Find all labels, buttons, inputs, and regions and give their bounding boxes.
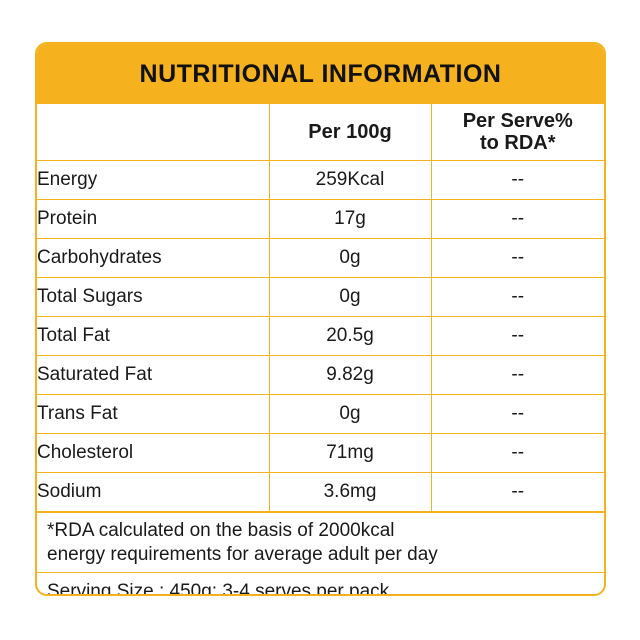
nutrient-rda: -- [430, 277, 604, 317]
nutrient-rda: -- [430, 433, 604, 473]
nutrient-name: Saturated Fat [37, 355, 270, 395]
nutrient-name: Protein [37, 199, 270, 239]
serving-size: Serving Size : 450g; 3-4 serves per pack [37, 572, 604, 594]
nutrient-name: Carbohydrates [37, 238, 270, 278]
nutrient-name: Cholesterol [37, 433, 270, 473]
column-header-nutrient [37, 104, 270, 161]
nutrient-name: Energy [37, 160, 270, 200]
table-row: Protein 17g -- [37, 199, 604, 239]
nutrient-value: 9.82g [268, 355, 432, 395]
table-row: Trans Fat 0g -- [37, 394, 604, 434]
column-header-rda: Per Serve% to RDA* [430, 104, 604, 161]
column-header-rda-line1: Per Serve% [462, 110, 573, 132]
rda-footnote-line2: energy requirements for average adult pe… [47, 544, 438, 565]
nutrient-rda: -- [430, 160, 604, 200]
table-row: Cholesterol 71mg -- [37, 433, 604, 473]
nutrient-rda: -- [430, 355, 604, 395]
rda-footnote-line1: *RDA calculated on the basis of 2000kcal [47, 520, 395, 541]
nutrient-value: 0g [268, 277, 432, 317]
nutrient-rda: -- [430, 238, 604, 278]
nutrient-rda: -- [430, 394, 604, 434]
nutrient-name: Total Sugars [37, 277, 270, 317]
column-header-rda-line2: to RDA* [479, 132, 556, 154]
nutrient-rda: -- [430, 316, 604, 356]
nutrient-value: 0g [268, 394, 432, 434]
rda-footnote: *RDA calculated on the basis of 2000kcal… [37, 512, 604, 572]
nutrient-value: 3.6mg [268, 472, 432, 512]
nutrient-name: Total Fat [37, 316, 270, 356]
nutrient-value: 20.5g [268, 316, 432, 356]
nutrient-value: 259Kcal [268, 160, 432, 200]
nutrient-name: Trans Fat [37, 394, 270, 434]
table-row: Saturated Fat 9.82g -- [37, 355, 604, 395]
nutrient-value: 71mg [268, 433, 432, 473]
panel-title: NUTRITIONAL INFORMATION [37, 44, 604, 104]
column-header-per-100g: Per 100g [268, 104, 432, 161]
table-row: Total Sugars 0g -- [37, 277, 604, 317]
nutrient-rda: -- [430, 472, 604, 512]
table-row: Total Fat 20.5g -- [37, 316, 604, 356]
nutrition-panel: NUTRITIONAL INFORMATION Per 100g Per Ser… [35, 42, 606, 596]
nutrient-name: Sodium [37, 472, 270, 512]
nutrient-value: 17g [268, 199, 432, 239]
table-header-row: Per 100g Per Serve% to RDA* [37, 104, 604, 161]
table-row: Carbohydrates 0g -- [37, 238, 604, 278]
nutrition-table: Per 100g Per Serve% to RDA* Energy 259Kc… [37, 104, 604, 512]
table-row: Sodium 3.6mg -- [37, 472, 604, 512]
table-row: Energy 259Kcal -- [37, 160, 604, 200]
nutrient-rda: -- [430, 199, 604, 239]
nutrient-value: 0g [268, 238, 432, 278]
